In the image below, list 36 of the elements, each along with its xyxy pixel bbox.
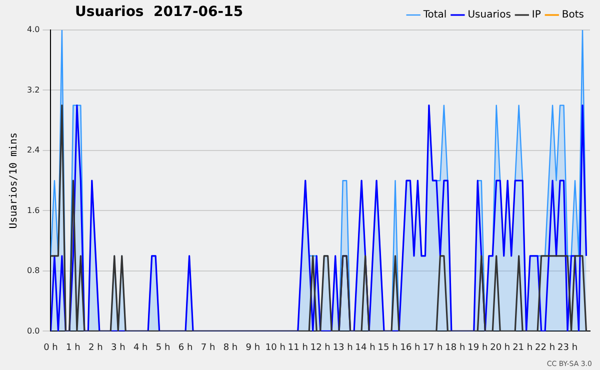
x-tick-label: 20 h [490,342,510,353]
x-tick-label: 12 h [310,342,330,353]
x-tick-label: 0 h [44,342,58,353]
y-tick-label: 2.4 [26,146,40,155]
x-tick-label: 13 h [332,342,353,353]
x-tick-label: 21 h [512,342,533,353]
legend-label: Total [422,10,447,21]
x-tick-label: 16 h [400,342,420,353]
y-tick-label: 1.6 [26,206,40,215]
x-tick-label: 10 h [265,342,286,353]
x-tick-label: 1 h [66,342,80,353]
x-tick-label: 4 h [133,342,148,353]
x-tick-label: 2 h [88,342,103,353]
chart-title: Usuarios 2017-06-15 [75,4,244,20]
x-tick-label: 23 h [558,342,578,353]
x-tick-label: 3 h [110,342,126,353]
y-tick-label: 0.8 [26,266,40,276]
x-tick-label: 22 h [535,342,556,353]
x-tick-label: 11 h [288,342,308,353]
y-tick-label: 0.0 [26,326,40,336]
x-tick-label: 6 h [178,342,193,353]
legend-label: Bots [562,10,584,21]
y-axis-title: Usuarios/10 mins [8,132,20,229]
y-tick-label: 4.0 [26,25,40,34]
x-tick-label: 7 h [200,342,216,353]
x-tick-label: 9 h [246,342,260,353]
x-tick-label: 14 h [355,342,376,353]
x-tick-label: 5 h [156,342,170,353]
x-tick-label: 17 h [422,342,443,353]
x-tick-label: 8 h [223,342,238,353]
legend-label: Usuarios [468,10,511,21]
x-tick-label: 19 h [468,342,488,353]
x-tick-label: 18 h [445,342,466,353]
legend-label: IP [532,10,541,21]
y-tick-label: 3.2 [26,85,40,94]
x-tick-label: 15 h [378,342,398,353]
